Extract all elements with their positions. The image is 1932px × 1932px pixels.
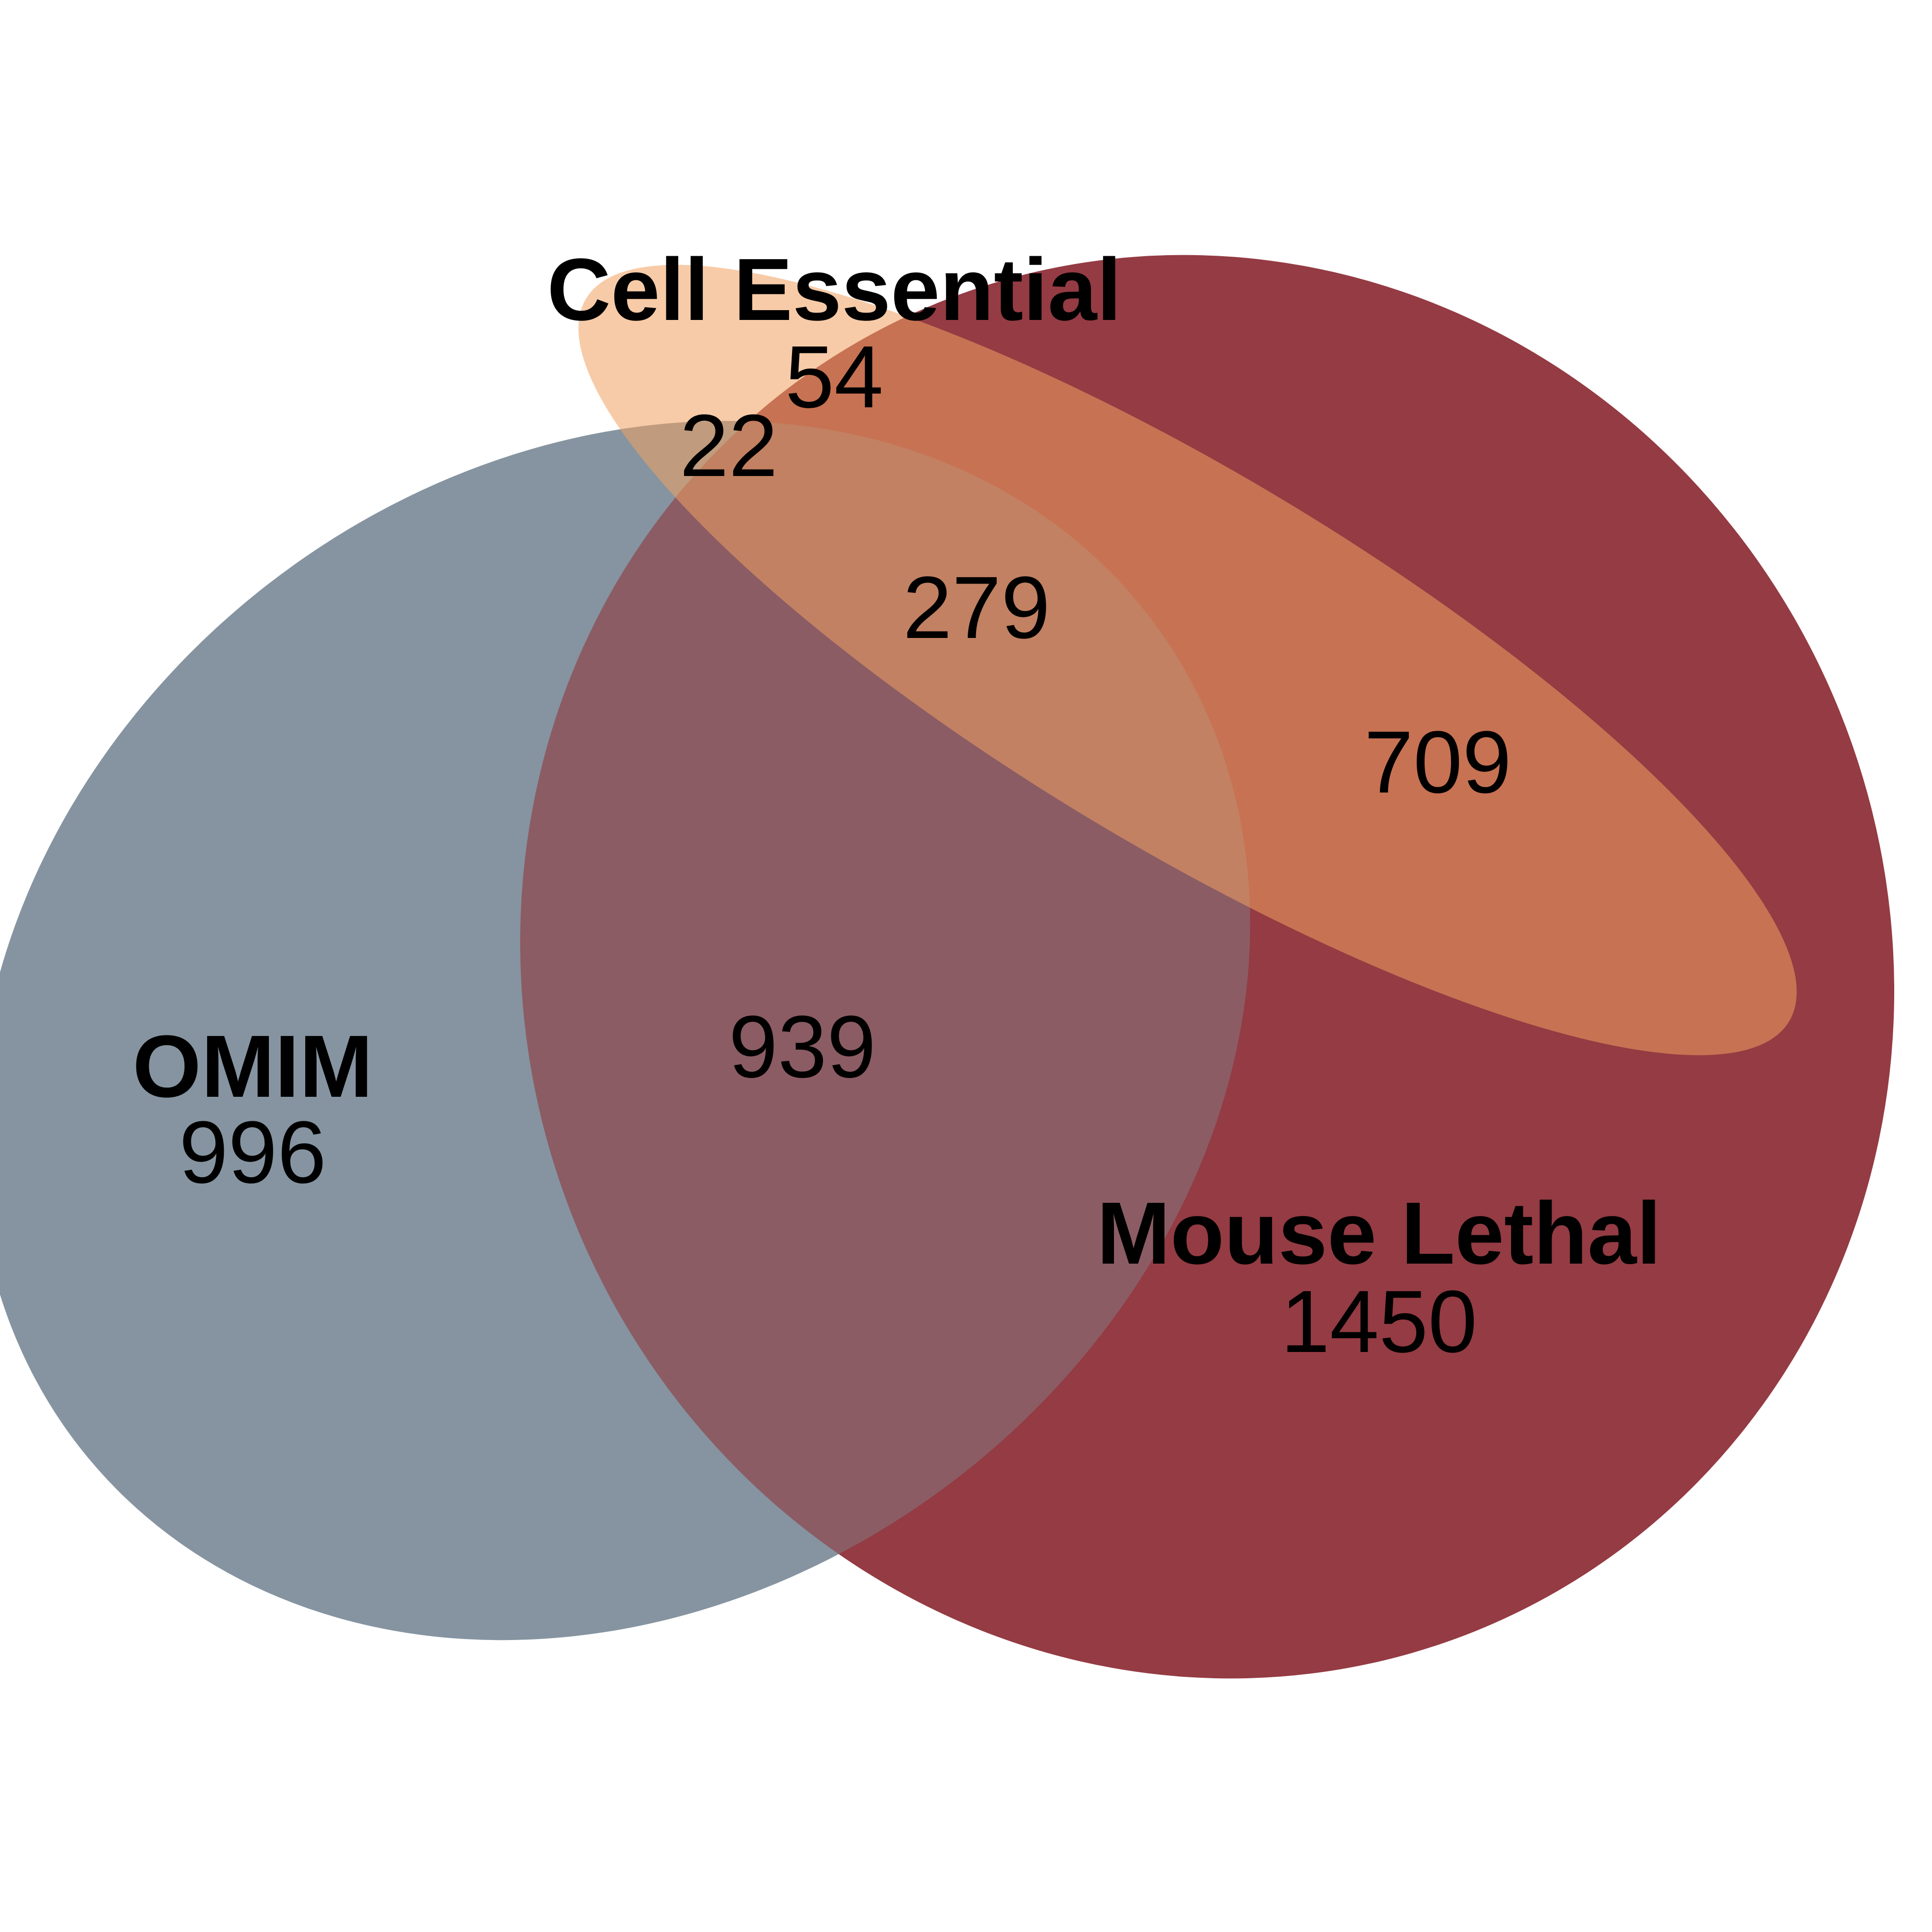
mouse-lethal-count: 1450 [1281, 1272, 1477, 1371]
mouse-lethal-label: Mouse Lethal [1097, 1184, 1661, 1283]
omim-mouse-overlap-count: 939 [729, 998, 876, 1096]
omim-cell-essential-overlap-count: 22 [680, 397, 778, 495]
cell-essential-count: 54 [785, 328, 883, 426]
mouse-cell-essential-overlap-count: 709 [1364, 713, 1511, 812]
omim-count: 996 [179, 1103, 326, 1202]
omim-label: OMIM [132, 1017, 373, 1116]
cell-essential-set-ellipse [578, 265, 1797, 1056]
cell-essential-label: Cell Essential [547, 240, 1122, 339]
all-three-overlap-count: 279 [903, 558, 1050, 657]
omim-overlap-tint [0, 421, 1250, 1641]
